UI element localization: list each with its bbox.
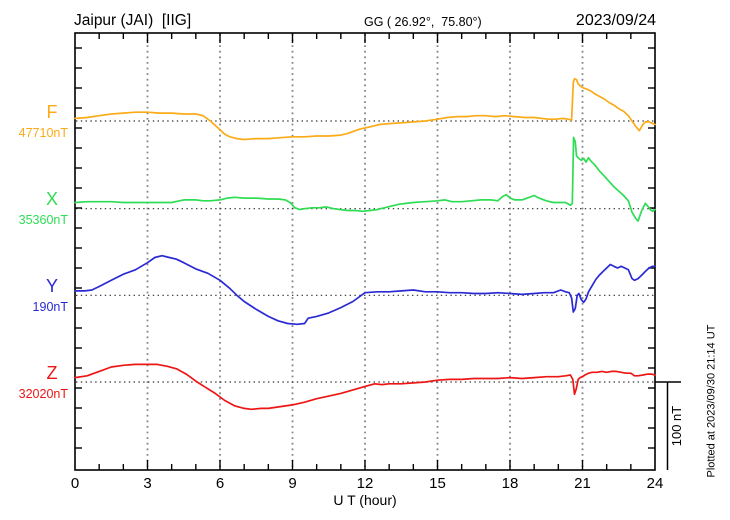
series-label-Z: Z (46, 363, 58, 383)
series-baseline-X: 35360nT (18, 213, 68, 227)
x-axis-label: U T (hour) (333, 492, 397, 508)
series-baseline-Z: 32020nT (18, 387, 68, 401)
x-tick-label: 3 (143, 475, 152, 492)
station-title: Jaipur (JAI) [IIG] (74, 12, 192, 29)
series-label-X: X (45, 189, 58, 209)
series-baseline-Y: 190nT (32, 300, 68, 314)
x-tick-label: 21 (574, 475, 591, 492)
geographic-coordinates: GG ( 26.92°, 75.80°) (364, 15, 482, 29)
plot-date: 2023/09/24 (575, 12, 656, 29)
x-tick-label: 6 (215, 475, 225, 492)
x-tick-label: 15 (429, 475, 446, 492)
series-label-F: F (46, 102, 58, 122)
x-tick-label: 18 (501, 475, 519, 492)
plot-frame (74, 32, 656, 471)
x-tick-label: 12 (356, 475, 374, 492)
x-tick-label: 24 (646, 475, 664, 492)
x-tick-label: 0 (70, 475, 80, 492)
scale-bar-label: 100 nT (669, 405, 684, 447)
trace-Z (74, 363, 656, 411)
x-tick-label: 9 (288, 475, 297, 492)
series-label-Y: Y (45, 276, 58, 296)
plotted-at-note: Plotted at 2023/09/30 21:14 UT (705, 324, 718, 478)
trace-X (74, 136, 656, 222)
trace-Y (74, 254, 656, 326)
series-baseline-F: 47710nT (18, 126, 68, 140)
trace-F (74, 77, 656, 141)
